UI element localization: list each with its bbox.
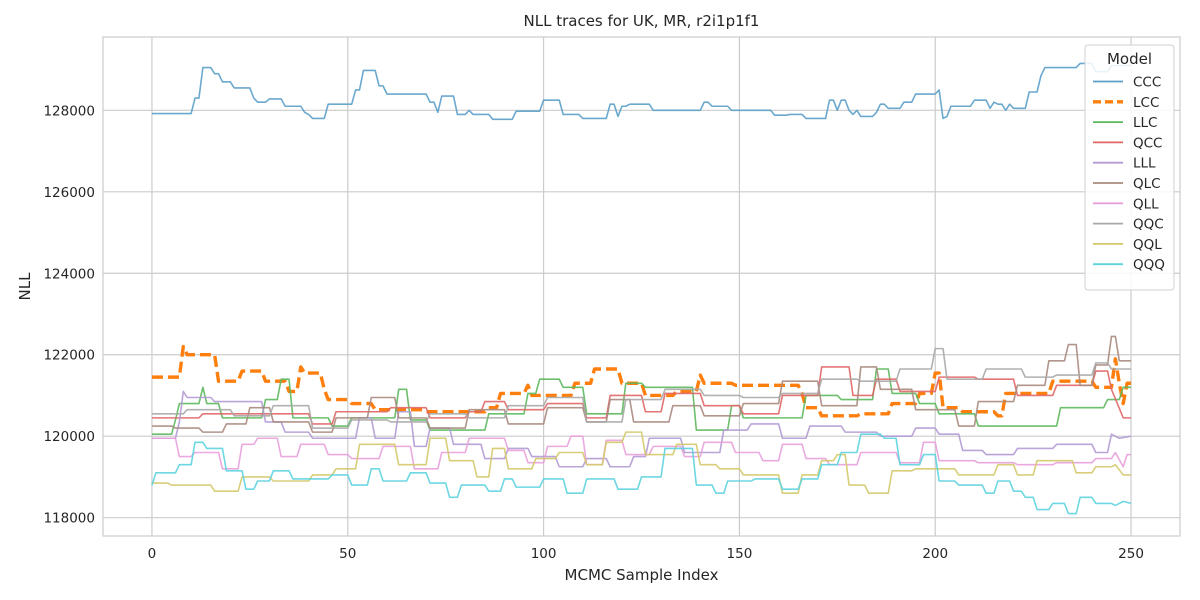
legend-label-qlc: QLC (1133, 176, 1161, 192)
legend-label-qll: QLL (1133, 196, 1159, 212)
y-tick-label: 120000 (43, 429, 95, 445)
y-tick-label: 128000 (43, 103, 95, 119)
legend-title: Model (1107, 50, 1152, 68)
series-line-lll (151, 390, 1132, 468)
series-line-qcc (151, 366, 1132, 425)
plot-area-frame (102, 36, 1181, 537)
x-tick-label: 0 (148, 546, 157, 562)
legend-label-ccc: CCC (1133, 75, 1161, 91)
x-axis-label: MCMC Sample Index (565, 566, 719, 584)
x-tick-label: 150 (727, 546, 753, 562)
x-tick-label: 250 (1118, 546, 1144, 562)
y-tick-label: 118000 (43, 511, 95, 527)
series-line-qlc (151, 335, 1132, 433)
series-line-qql (151, 431, 1132, 495)
y-tick-label: 126000 (43, 185, 95, 201)
x-tick-label: 50 (339, 546, 356, 562)
legend-label-qql: QQL (1133, 237, 1162, 253)
chart-title: NLL traces for UK, MR, r2i1p1f1 (524, 12, 760, 30)
x-tick-label: 200 (922, 546, 948, 562)
legend-label-qqq: QQQ (1133, 257, 1165, 273)
legend-box (1084, 44, 1175, 291)
series-line-qqc (151, 347, 1132, 429)
legend-label-qqc: QQC (1133, 217, 1164, 233)
series-line-ccc (151, 62, 1132, 121)
legend-entries: CCC LCC LLC QCC LLL QLC QLL QQC QQL QQQ (1093, 75, 1165, 273)
series-line-llc (151, 368, 1132, 435)
series-lines (151, 62, 1132, 515)
legend-label-lll: LLL (1133, 156, 1156, 172)
y-tick-label: 124000 (43, 266, 95, 282)
y-tick-label: 122000 (43, 348, 95, 364)
y-axis-label: NLL (16, 272, 34, 301)
legend: Model CCC LCC LLC QCC LLL QLC QLL QQC QQL QQQ (1084, 44, 1175, 291)
legend-label-llc: LLC (1133, 115, 1157, 131)
axis-ticks: 0 50 100 150 200 250 118000 120000 122000 124000 1… (43, 103, 1143, 562)
series-line-qll (151, 435, 1132, 470)
series-line-qqq (151, 433, 1132, 515)
legend-label-qcc: QCC (1133, 135, 1162, 151)
series-line-lcc (151, 344, 1132, 418)
x-tick-label: 100 (531, 546, 557, 562)
legend-label-lcc: LCC (1133, 95, 1159, 111)
